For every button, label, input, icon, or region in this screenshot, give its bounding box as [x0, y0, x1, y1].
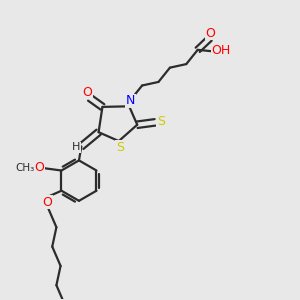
Text: CH₃: CH₃ — [15, 163, 34, 173]
Text: O: O — [206, 27, 215, 40]
Text: S: S — [116, 141, 124, 154]
Text: O: O — [82, 85, 92, 98]
Text: O: O — [34, 161, 44, 174]
Text: O: O — [42, 196, 52, 208]
Text: OH: OH — [211, 44, 230, 57]
Text: N: N — [126, 94, 135, 107]
Text: H: H — [72, 142, 80, 152]
Text: S: S — [157, 115, 165, 128]
